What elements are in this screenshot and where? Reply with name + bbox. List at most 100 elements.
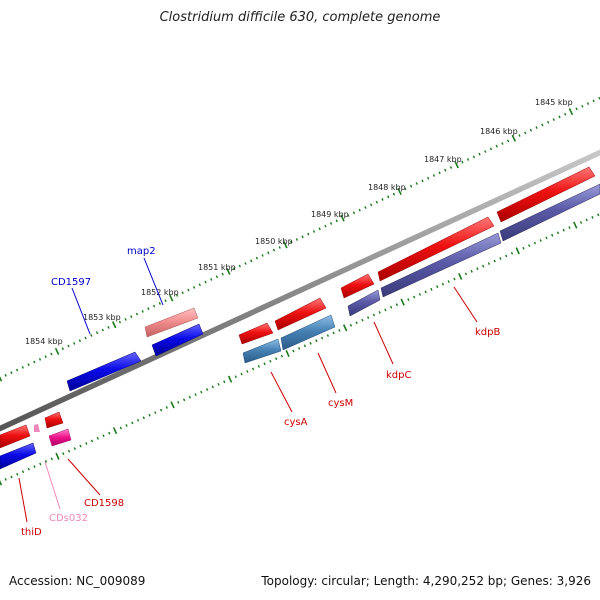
lower-tick-minor <box>177 400 180 404</box>
lower-tick-minor <box>39 462 42 466</box>
gene-cds032-forward[interactable] <box>48 428 72 447</box>
ruler-tick-minor <box>44 355 47 359</box>
lower-tick-minor <box>436 285 439 289</box>
gene-kdpc-forward[interactable] <box>377 216 495 282</box>
lower-tick-minor <box>430 287 433 291</box>
ruler-tick-minor <box>289 240 293 244</box>
lower-tick-minor <box>424 290 427 294</box>
gene-cysa-forward[interactable] <box>238 322 274 345</box>
ruler-tick-minor <box>529 128 533 132</box>
gene-label-cysm[interactable]: cysM <box>328 398 353 409</box>
lower-tick-minor <box>464 272 468 276</box>
gene-kdpc-reverse[interactable] <box>380 232 502 298</box>
ruler-tick-minor <box>421 179 424 183</box>
ruler-tick-minor <box>324 224 327 228</box>
lower-tick-minor <box>591 216 594 219</box>
ruler-label-1847: 1847 kbp <box>424 155 462 164</box>
lower-tick-minor <box>102 434 105 438</box>
ruler-label-1854: 1854 kbp <box>25 337 63 346</box>
lower-tick-minor <box>315 339 318 343</box>
gene-cysm-forward[interactable] <box>274 297 327 331</box>
gene-kdpb-reverse[interactable] <box>499 183 600 242</box>
leader-cysa <box>270 371 293 413</box>
ruler-tick-minor <box>187 288 190 292</box>
ruler-tick-minor <box>4 373 7 377</box>
gene-cds032-marker[interactable] <box>34 424 40 432</box>
lower-tick-minor <box>505 254 508 258</box>
ruler-tick-minor <box>581 104 584 108</box>
lower-tick-minor <box>545 236 548 240</box>
lower-tick-track <box>0 213 600 486</box>
lower-tick-minor <box>326 334 330 337</box>
ruler-tick-minor <box>124 318 127 321</box>
ruler-tick-major <box>397 187 402 196</box>
ruler-tick-minor <box>392 192 396 196</box>
ruler-tick-minor <box>329 222 333 225</box>
gene-cd1598-forward[interactable] <box>44 411 64 429</box>
lower-tick-minor <box>407 298 410 301</box>
ruler-tick-minor <box>546 120 550 124</box>
ruler-label-1850: 1850 kbp <box>255 237 293 246</box>
gene-label-map2[interactable]: map2 <box>127 246 156 257</box>
gene-map2-forward[interactable] <box>144 307 199 338</box>
gene-label-cd1597[interactable]: CD1597 <box>51 277 91 288</box>
gene-label-cysa[interactable]: cysA <box>284 417 308 428</box>
ruler-tick-minor <box>255 256 259 260</box>
gene-label-kdpb[interactable]: kdpB <box>475 327 500 338</box>
gene-thid-forward[interactable] <box>0 424 31 449</box>
lower-tick-major <box>285 349 290 358</box>
ruler-tick-minor <box>272 248 276 252</box>
ruler-tick-minor <box>78 339 82 343</box>
gene-cysm-reverse[interactable] <box>280 314 336 351</box>
gene-kdpc-small-forward[interactable] <box>340 273 375 299</box>
gene-cysa-reverse[interactable] <box>242 338 282 364</box>
lower-tick-minor <box>355 321 358 325</box>
ruler-tick-minor <box>181 291 184 295</box>
ruler-tick-minor <box>381 198 384 201</box>
lower-tick-minor <box>309 341 312 345</box>
lower-tick-minor <box>493 259 496 263</box>
ruler-tick-minor <box>67 344 70 348</box>
gene-label-cds032[interactable]: CDs032 <box>49 513 88 524</box>
gene-label-thid[interactable]: thiD <box>21 527 42 538</box>
gene-map2-reverse[interactable] <box>151 323 204 357</box>
gene-kdpb-forward[interactable] <box>496 166 596 223</box>
ruler-tick-minor <box>518 134 521 137</box>
lower-tick-minor <box>332 331 335 335</box>
ruler-tick-minor <box>192 286 196 289</box>
lower-tick-minor <box>142 416 145 420</box>
ruler-tick-minor <box>135 312 139 316</box>
lower-tick-major <box>227 375 233 383</box>
lower-tick-minor <box>597 213 600 217</box>
ruler-tick-minor <box>250 259 253 263</box>
leader-cds032 <box>44 461 61 510</box>
ruler-tick-minor <box>141 310 144 313</box>
lower-tick-minor <box>367 316 370 319</box>
ruler-label-1845: 1845 kbp <box>535 98 573 107</box>
lower-tick-major <box>573 221 578 229</box>
lower-tick-minor <box>585 218 588 222</box>
gene-kdpc-small-reverse[interactable] <box>347 289 381 317</box>
lower-tick-minor <box>79 444 82 448</box>
ruler-tick-major <box>169 294 174 302</box>
gene-thid-reverse[interactable] <box>0 442 37 470</box>
lower-tick-minor <box>476 267 479 271</box>
gene-label-cd1598[interactable]: CD1598 <box>84 498 124 509</box>
lower-tick-minor <box>73 447 76 450</box>
ruler-tick-major <box>568 108 574 116</box>
ruler-tick-minor <box>210 278 213 281</box>
ruler-tick-minor <box>358 208 361 212</box>
lower-tick-minor <box>217 383 220 386</box>
lower-tick-minor <box>257 365 260 368</box>
gene-label-kdpc[interactable]: kdpC <box>386 370 411 381</box>
ruler-tick-minor <box>387 195 390 199</box>
ruler-tick-minor <box>164 299 167 303</box>
lower-tick-minor <box>154 411 157 414</box>
ruler-tick-major <box>340 214 345 222</box>
ruler-tick-minor <box>198 283 201 287</box>
ruler-tick-minor <box>90 333 93 337</box>
lower-tick-minor <box>223 380 226 384</box>
gene-cd1597-reverse[interactable] <box>66 351 142 392</box>
lower-tick-minor <box>240 372 243 376</box>
lower-tick-minor <box>533 241 537 245</box>
